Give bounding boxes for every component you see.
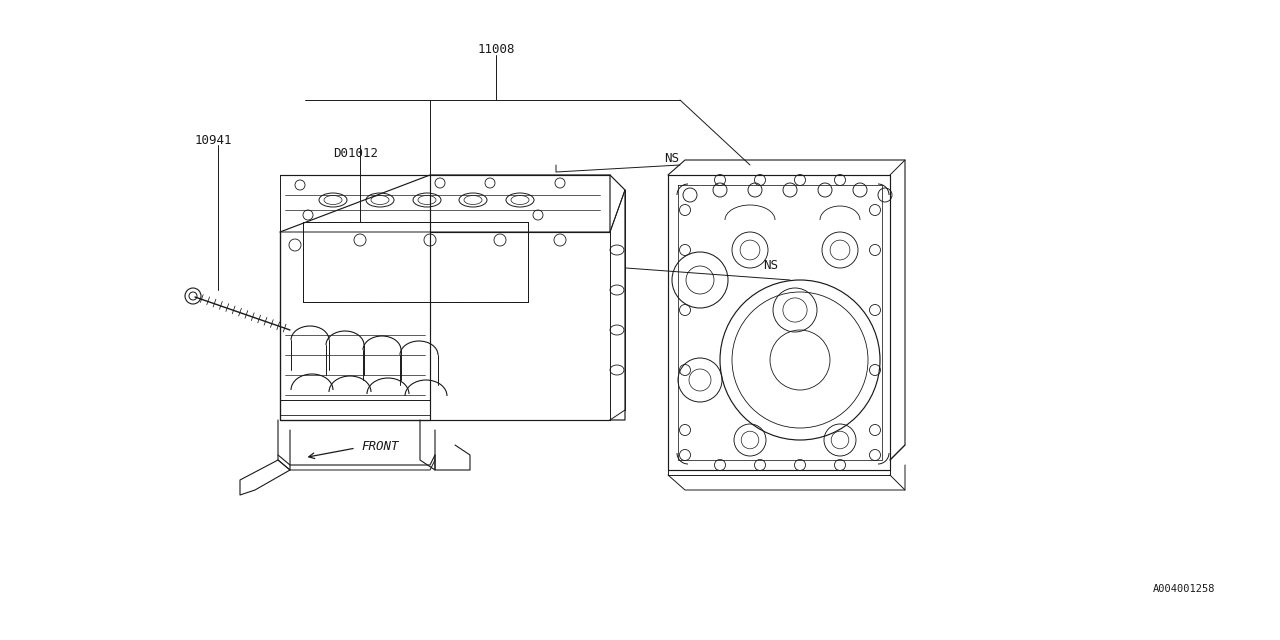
Text: NS: NS	[664, 152, 680, 165]
Text: 10941: 10941	[195, 134, 232, 147]
Text: 11008: 11008	[477, 44, 516, 56]
Text: NS: NS	[763, 259, 778, 272]
Text: A004001258: A004001258	[1153, 584, 1216, 594]
Text: D01012: D01012	[333, 147, 378, 160]
Text: FRONT: FRONT	[361, 440, 398, 453]
